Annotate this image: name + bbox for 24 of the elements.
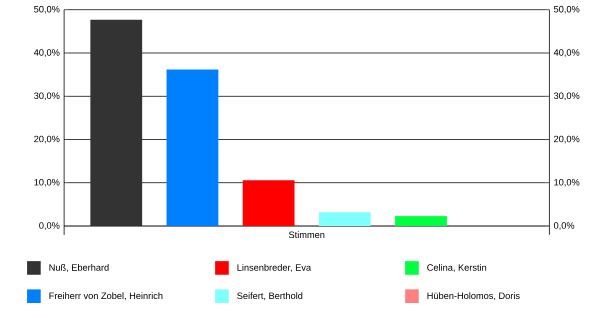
text: 10,0%: [554, 179, 580, 187]
bar: [242, 180, 295, 226]
y-tick-label: 20,0%: [34, 136, 60, 144]
bar: [318, 212, 371, 226]
legend-label: Linsenbreder, Eva: [238, 264, 312, 272]
y-tick-label: 30,0%: [34, 92, 60, 100]
bar: [90, 20, 142, 226]
bar: [166, 70, 218, 226]
y-tick-label: 50,0%: [34, 6, 60, 14]
text: 50,0%: [554, 6, 580, 14]
legend-label: Hüben-Holomos, Doris: [428, 292, 520, 300]
text: 0,0%: [554, 222, 574, 230]
legend-label: Celina, Kerstin: [427, 264, 486, 272]
bar: [395, 216, 447, 226]
legend-label: Seifert, Berthold: [237, 292, 302, 300]
legend-label: Freiherr von Zobel, Heinrich: [49, 292, 162, 300]
text: 20,0%: [554, 136, 580, 144]
y-tick-label: 10,0%: [34, 179, 60, 187]
y-tick-label: 0,0%: [39, 222, 60, 230]
y-tick-label: 40,0%: [34, 49, 60, 57]
legend-label: Nuß, Eberhard: [49, 264, 109, 272]
text: 30,0%: [554, 92, 580, 100]
x-tick-label: Stimmen: [288, 231, 324, 238]
text: 40,0%: [554, 49, 580, 57]
